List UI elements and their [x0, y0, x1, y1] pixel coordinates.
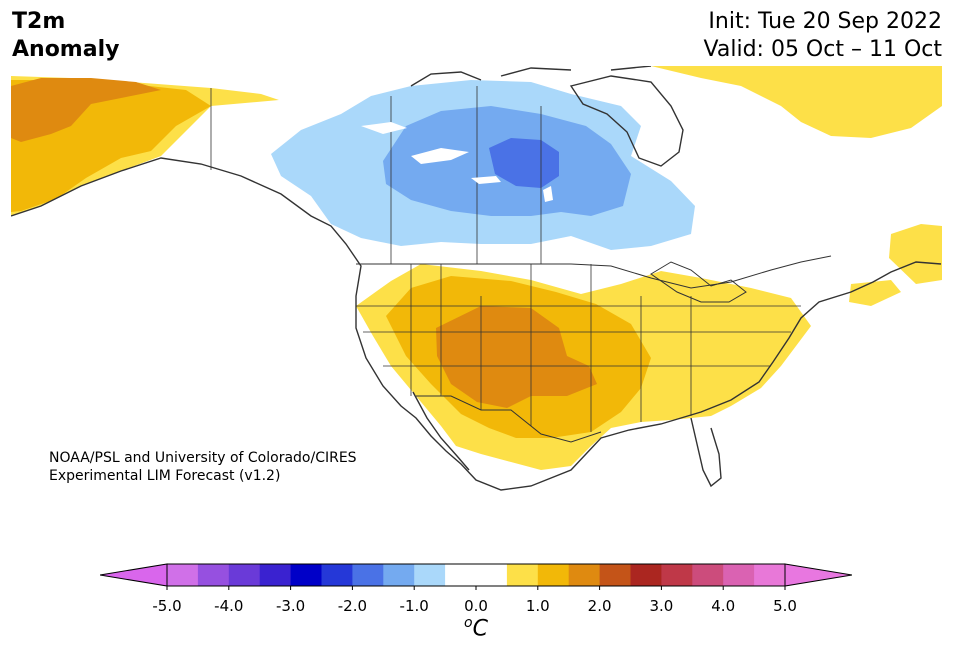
greenland-warm-0.5 — [651, 66, 942, 138]
colorbar-tick-label: -1.0 — [399, 597, 429, 615]
warm-anomaly-fills — [11, 66, 942, 470]
colorbar-segment — [321, 564, 353, 586]
colorbar-tick-label: 1.0 — [525, 597, 550, 615]
credit-line-1: NOAA/PSL and University of Colorado/CIRE… — [49, 450, 357, 466]
us-mexico-border — [416, 395, 602, 443]
colorbar-segment — [661, 564, 693, 586]
credit-line-2: Experimental LIM Forecast (v1.2) — [49, 468, 281, 484]
lakes — [361, 122, 553, 202]
colorbar-tick-label: -3.0 — [275, 597, 306, 615]
valid-date: Valid: 05 Oct – 11 Oct — [703, 37, 942, 62]
init-date: Init: Tue 20 Sep 2022 — [708, 9, 942, 34]
colorbar-tick-label: 5.0 — [773, 597, 797, 615]
arctic-islands — [410, 66, 652, 87]
colorbar-segment — [228, 564, 261, 586]
hudson-bay — [569, 75, 684, 167]
colorbar-segment — [754, 564, 786, 586]
great-slave-lake — [411, 148, 469, 164]
colorbar-tick-label: -2.0 — [337, 597, 368, 615]
colorbar-segment — [692, 564, 724, 586]
colorbar-tick-label: 4.0 — [711, 597, 736, 615]
title-line-2: Anomaly — [12, 37, 120, 62]
great-lakes — [650, 261, 747, 303]
colorbar-tick-label: 0.0 — [464, 597, 488, 615]
conus-warm-1.5 — [436, 306, 597, 408]
lake-athabasca — [471, 176, 501, 184]
colorbar-segment — [414, 564, 446, 586]
newfoundland-warm-0.5 — [889, 224, 942, 284]
forecast-dates: Init: Tue 20 Sep 2022 Valid: 05 Oct – 11… — [704, 8, 942, 64]
colorbar — [100, 563, 852, 590]
colorbar-segment — [290, 564, 322, 586]
boundaries — [11, 66, 942, 491]
unit-degree-mark: o — [464, 615, 473, 631]
florida-coast — [690, 417, 722, 488]
alaska-warm-1.5 — [11, 78, 161, 142]
colorbar-tick-label: -5.0 — [152, 597, 182, 615]
colorbar-tick-label: 3.0 — [649, 597, 674, 615]
colorbar-segment — [476, 564, 508, 586]
colorbar-segment — [197, 564, 230, 586]
colorbar-segment — [352, 564, 384, 586]
colorbar-segment — [445, 564, 477, 586]
colorbar-segment — [506, 564, 539, 586]
canada-us-border — [356, 255, 832, 289]
lake-winnipeg — [543, 186, 553, 202]
colorbar-segment — [599, 564, 631, 586]
colorbar-over-arrow — [784, 563, 852, 587]
cold-anomaly-fills — [271, 80, 695, 250]
colorbar-segment — [537, 564, 570, 586]
anomaly-map — [11, 66, 942, 510]
colorbar-segment — [630, 564, 662, 586]
colorbar-segment — [383, 564, 415, 586]
colorbar-segment — [723, 564, 755, 586]
canada-cold-2.0 — [489, 138, 559, 188]
coastline — [11, 157, 942, 491]
colorbar-segment — [259, 564, 292, 586]
colorbar-tick-label: -4.0 — [214, 597, 244, 615]
map-title: T2m Anomaly — [12, 8, 119, 64]
credit-text: NOAA/PSL and University of Colorado/CIRE… — [49, 449, 357, 485]
colorbar-tick-label: 2.0 — [587, 597, 612, 615]
colorbar-unit: oC — [464, 615, 488, 641]
colorbar-segment — [568, 564, 601, 586]
baja-coast — [412, 391, 470, 471]
title-line-1: T2m — [12, 9, 66, 34]
unit-label: C — [472, 616, 488, 642]
colorbar-segment — [167, 564, 199, 586]
colorbar-under-arrow — [100, 563, 168, 587]
great-bear-lake — [361, 122, 407, 134]
